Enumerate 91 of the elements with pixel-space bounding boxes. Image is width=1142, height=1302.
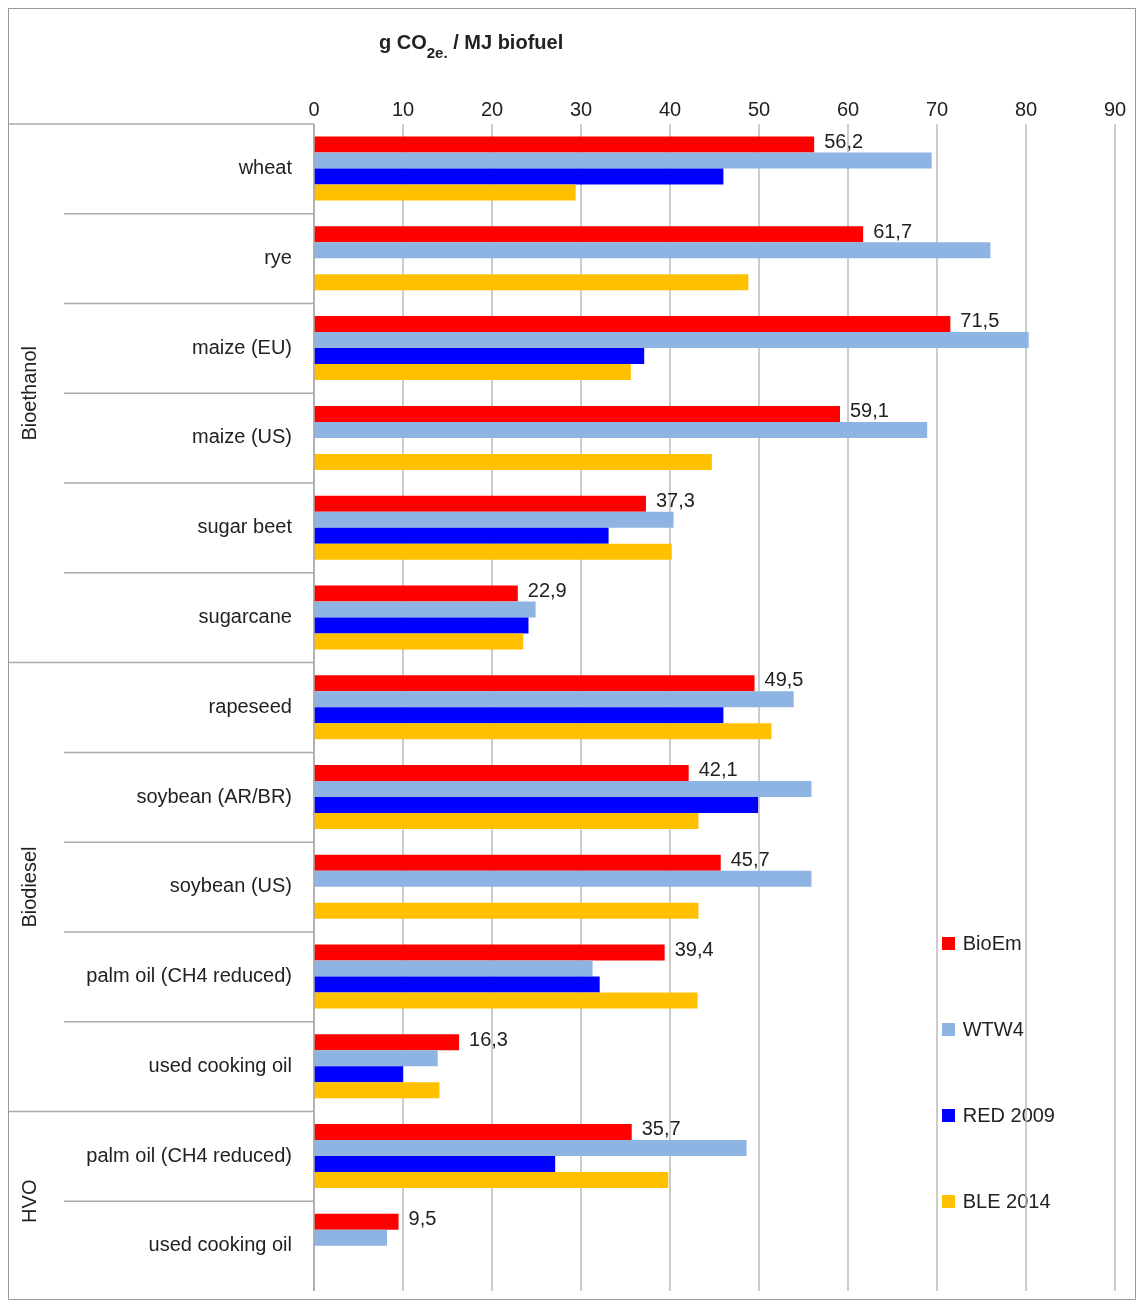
bar xyxy=(314,633,524,650)
bar xyxy=(314,364,631,381)
bar xyxy=(314,944,665,961)
data-label: 49,5 xyxy=(764,668,804,691)
y-tick-label: used cooking oil xyxy=(148,1053,292,1076)
bar xyxy=(314,453,712,470)
bar xyxy=(314,764,689,781)
data-label: 61,7 xyxy=(873,219,913,242)
bar xyxy=(314,960,593,977)
bar xyxy=(314,870,812,887)
x-tick-label: 70 xyxy=(925,98,949,120)
bar xyxy=(314,1172,669,1189)
data-label: 71,5 xyxy=(960,309,1000,332)
text: HVO xyxy=(18,1179,41,1223)
y-tick-label: maize (EU) xyxy=(191,335,292,358)
bar xyxy=(314,1050,438,1067)
bar xyxy=(314,332,1029,349)
bar xyxy=(314,675,755,692)
bar xyxy=(314,184,576,201)
y-tick-label: used cooking oil xyxy=(148,1233,292,1256)
bar xyxy=(314,543,672,560)
legend-label: RED 2009 xyxy=(961,1102,1055,1128)
bar xyxy=(314,242,991,259)
x-tick-label: 80 xyxy=(1014,98,1038,120)
x-tick-label: 30 xyxy=(569,98,593,120)
y-tick-label: soybean (AR/BR) xyxy=(136,784,292,807)
bar xyxy=(314,348,645,365)
bar xyxy=(314,812,699,829)
bar xyxy=(314,601,536,618)
bar xyxy=(314,274,749,291)
x-tick-label: 40 xyxy=(658,98,682,120)
bar xyxy=(314,976,600,993)
bar xyxy=(314,992,698,1009)
x-tick-label: 0 xyxy=(308,98,320,120)
bar xyxy=(314,723,772,740)
data-label: 59,1 xyxy=(849,399,889,422)
bar xyxy=(314,1124,632,1141)
y-tick-label: sugar beet xyxy=(197,515,293,538)
text: Bioethanol xyxy=(18,346,41,441)
bar xyxy=(314,168,724,185)
text: Biodiesel xyxy=(18,846,41,928)
bar xyxy=(314,152,932,169)
bar xyxy=(314,511,674,528)
bar xyxy=(314,1034,460,1051)
y-tick-label: soybean (US) xyxy=(169,874,292,897)
bar xyxy=(314,1140,747,1157)
y-tick-label: sugarcane xyxy=(198,605,292,628)
bar xyxy=(314,527,609,544)
data-label: 56,2 xyxy=(824,129,864,152)
bar xyxy=(314,691,794,708)
data-label: 39,4 xyxy=(674,937,714,960)
bar xyxy=(314,226,864,243)
bar xyxy=(314,1213,399,1230)
x-axis-title: g CO$_{2e.}$/ MJ biofuel xyxy=(379,31,564,61)
bar xyxy=(314,854,721,871)
legend-label: WTW4 xyxy=(961,1016,1025,1042)
bar xyxy=(314,1156,556,1173)
bar xyxy=(314,707,724,724)
y-tick-label: palm oil (CH4 reduced) xyxy=(86,964,292,987)
x-tick-label: 10 xyxy=(391,98,415,120)
x-tick-label: 60 xyxy=(836,98,860,120)
y-tick-label: wheat xyxy=(237,156,293,179)
data-label: 35,7 xyxy=(641,1117,681,1140)
bar xyxy=(314,1229,387,1246)
bar xyxy=(314,421,928,438)
data-label: 22,9 xyxy=(527,578,567,601)
x-tick-label: 90 xyxy=(1103,98,1127,120)
y-tick-label: maize (US) xyxy=(191,425,292,448)
data-label: 16,3 xyxy=(469,1027,509,1050)
y-tick-label: rapeseed xyxy=(208,694,292,717)
bar xyxy=(314,796,759,813)
bar xyxy=(314,495,646,512)
x-tick-label: 50 xyxy=(747,98,771,120)
data-label: 45,7 xyxy=(730,848,770,870)
bar xyxy=(314,780,812,797)
y-tick-label: rye xyxy=(264,245,292,268)
bar xyxy=(314,617,529,634)
bar xyxy=(314,316,951,333)
bar xyxy=(314,1082,440,1099)
data-label: 42,1 xyxy=(698,758,738,781)
data-label: 9,5 xyxy=(408,1207,437,1230)
bar xyxy=(314,405,840,422)
bar xyxy=(314,136,815,153)
legend-label: BioEm xyxy=(961,930,1023,956)
x-tick-label: 20 xyxy=(480,98,504,120)
y-tick-label: palm oil (CH4 reduced) xyxy=(86,1143,292,1166)
bar xyxy=(314,1066,403,1083)
data-label: 37,3 xyxy=(655,488,695,511)
legend-label: BLE 2014 xyxy=(961,1188,1052,1214)
bar xyxy=(314,585,518,602)
bar xyxy=(314,902,699,919)
